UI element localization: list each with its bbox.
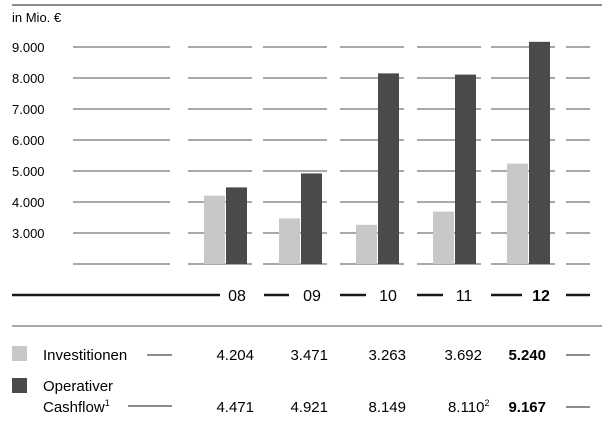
y-tick-label: 7.000 xyxy=(12,102,45,117)
value-cashflow-09: 4.921 xyxy=(290,399,328,416)
x-tick-label-12: 12 xyxy=(532,288,550,305)
legend-swatch-investitionen xyxy=(12,346,27,361)
value-investitionen-12: 5.240 xyxy=(508,347,546,364)
bar-cashflow-12 xyxy=(529,41,550,265)
legend-label-investitionen: Investitionen xyxy=(43,347,127,364)
legend-table: Investitionen Operativer Cashflow1 xyxy=(12,346,172,416)
bar-investitionen-11 xyxy=(433,211,454,264)
bar-cashflow-10 xyxy=(378,73,399,264)
bar-cashflow-11 xyxy=(455,74,476,264)
value-cashflow-08: 4.471 xyxy=(216,399,254,416)
y-tick-label: 9.000 xyxy=(12,40,45,55)
value-investitionen-10: 3.263 xyxy=(368,347,406,364)
value-investitionen-11: 3.692 xyxy=(444,347,482,364)
value-cashflow-11: 8.1102 xyxy=(448,398,489,416)
y-tick-label: 6.000 xyxy=(12,133,45,148)
value-cashflow-10: 8.149 xyxy=(368,399,406,416)
unit-label: in Mio. € xyxy=(12,10,62,25)
bar-investitionen-10 xyxy=(356,224,377,264)
legend-label-cashflow-line1: Operativer xyxy=(43,378,113,395)
bar-investitionen-09 xyxy=(279,218,300,264)
legend-label-cashflow-sup: 1 xyxy=(105,398,110,408)
x-tick-label-10: 10 xyxy=(379,288,397,305)
bar-cashflow-08 xyxy=(226,187,247,264)
x-tick-label-08: 08 xyxy=(228,288,246,305)
value-investitionen-09: 3.471 xyxy=(290,347,328,364)
value-table: 4.204 3.471 3.263 3.692 5.240 4.471 4.921 8.149… xyxy=(216,347,590,416)
bar-cashflow-09 xyxy=(301,173,322,264)
bar-investitionen-12 xyxy=(507,163,528,264)
bars xyxy=(204,41,550,265)
legend-label-cashflow-line2: Cashflow1 xyxy=(43,398,110,416)
value-cashflow-12: 9.167 xyxy=(508,399,546,416)
x-axis: 08 09 10 11 12 xyxy=(12,288,590,305)
legend-swatch-cashflow xyxy=(12,378,27,393)
y-tick-label: 8.000 xyxy=(12,71,45,86)
value-investitionen-08: 4.204 xyxy=(216,347,254,364)
y-tick-label: 5.000 xyxy=(12,164,45,179)
y-tick-label: 3.000 xyxy=(12,226,45,241)
y-axis-ticks: 9.000 8.000 7.000 6.000 5.000 4.000 3.000 xyxy=(12,40,45,241)
y-tick-label: 4.000 xyxy=(12,195,45,210)
x-tick-label-09: 09 xyxy=(303,288,321,305)
x-tick-label-11: 11 xyxy=(456,288,473,305)
bar-investitionen-08 xyxy=(204,195,225,264)
legend-label-cashflow-text: Cashflow xyxy=(43,399,105,416)
